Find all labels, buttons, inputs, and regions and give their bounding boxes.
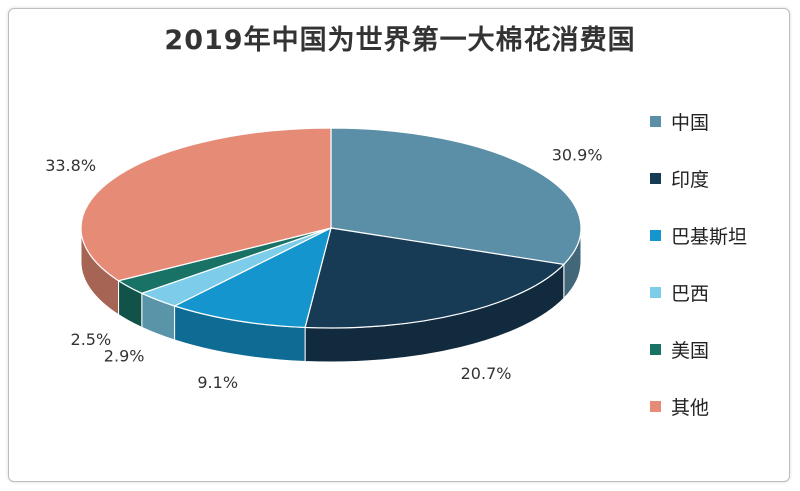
pie-slice-2 xyxy=(172,226,332,329)
pie-slice-0 xyxy=(330,127,582,266)
legend-swatch xyxy=(650,286,661,298)
legend-item-3: 巴西 xyxy=(650,279,709,305)
legend-swatch xyxy=(650,229,661,241)
legend-swatch xyxy=(650,115,661,127)
legend-label: 其他 xyxy=(671,396,710,419)
legend-label: 印度 xyxy=(671,168,710,191)
legend-label: 美国 xyxy=(671,339,710,362)
pie-label-2: 9.1% xyxy=(197,373,238,392)
legend-swatch xyxy=(650,400,661,412)
legend-item-5: 其他 xyxy=(650,393,709,419)
legend-swatch xyxy=(650,172,661,184)
legend-item-1: 印度 xyxy=(650,165,709,191)
pie-label-1: 20.7% xyxy=(461,364,512,383)
legend-item-0: 中国 xyxy=(650,108,709,134)
chart-title: 2019年中国为世界第一大棉花消费国 xyxy=(164,25,636,56)
legend-item-2: 巴基斯坦 xyxy=(650,222,747,248)
pie-label-3: 2.9% xyxy=(104,347,145,366)
legend-label: 巴西 xyxy=(671,282,710,305)
pie-label-0: 30.9% xyxy=(552,146,603,165)
pie-slice-1 xyxy=(304,227,566,329)
legend-label: 中国 xyxy=(671,111,710,134)
legend-item-4: 美国 xyxy=(650,336,709,362)
legend-swatch xyxy=(650,343,661,355)
pie-slice-5 xyxy=(80,127,332,282)
legend-label: 巴基斯坦 xyxy=(671,225,748,248)
pie-label-5: 33.8% xyxy=(45,156,96,175)
pie-label-4: 2.5% xyxy=(71,330,112,349)
